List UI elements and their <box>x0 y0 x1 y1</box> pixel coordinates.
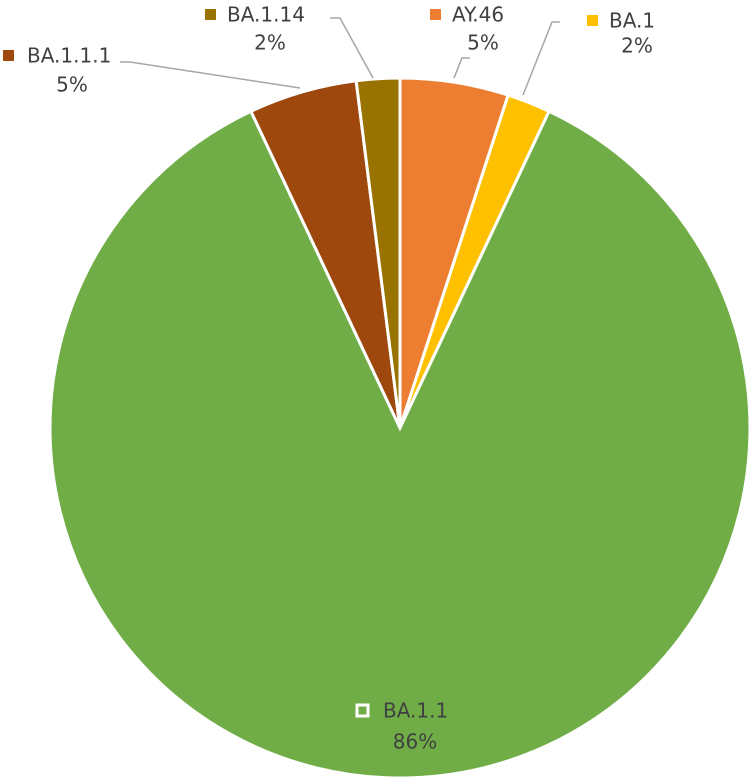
leader-line <box>522 21 560 96</box>
pie-slice <box>48 109 750 778</box>
data-label-value: 5% <box>56 73 88 97</box>
legend-key <box>205 9 216 20</box>
leader-line <box>453 57 470 79</box>
data-label-value: 86% <box>393 730 437 754</box>
data-label-name: AY.46 <box>452 3 504 27</box>
legend-key <box>587 15 598 26</box>
data-label-name: BA.1.14 <box>227 3 305 27</box>
leader-line <box>330 17 374 79</box>
pie-slice <box>354 76 402 429</box>
data-label-value: 2% <box>621 34 653 58</box>
legend-key <box>430 9 441 20</box>
leader-line <box>120 61 301 89</box>
data-label-value: 2% <box>254 31 286 55</box>
data-label-name: BA.1.1.1 <box>27 44 111 68</box>
data-label-name: BA.1 <box>609 9 655 33</box>
data-label-name: BA.1.1 <box>383 699 448 723</box>
legend-key <box>355 703 370 718</box>
data-label-value: 5% <box>467 31 499 55</box>
legend-key <box>3 50 14 61</box>
